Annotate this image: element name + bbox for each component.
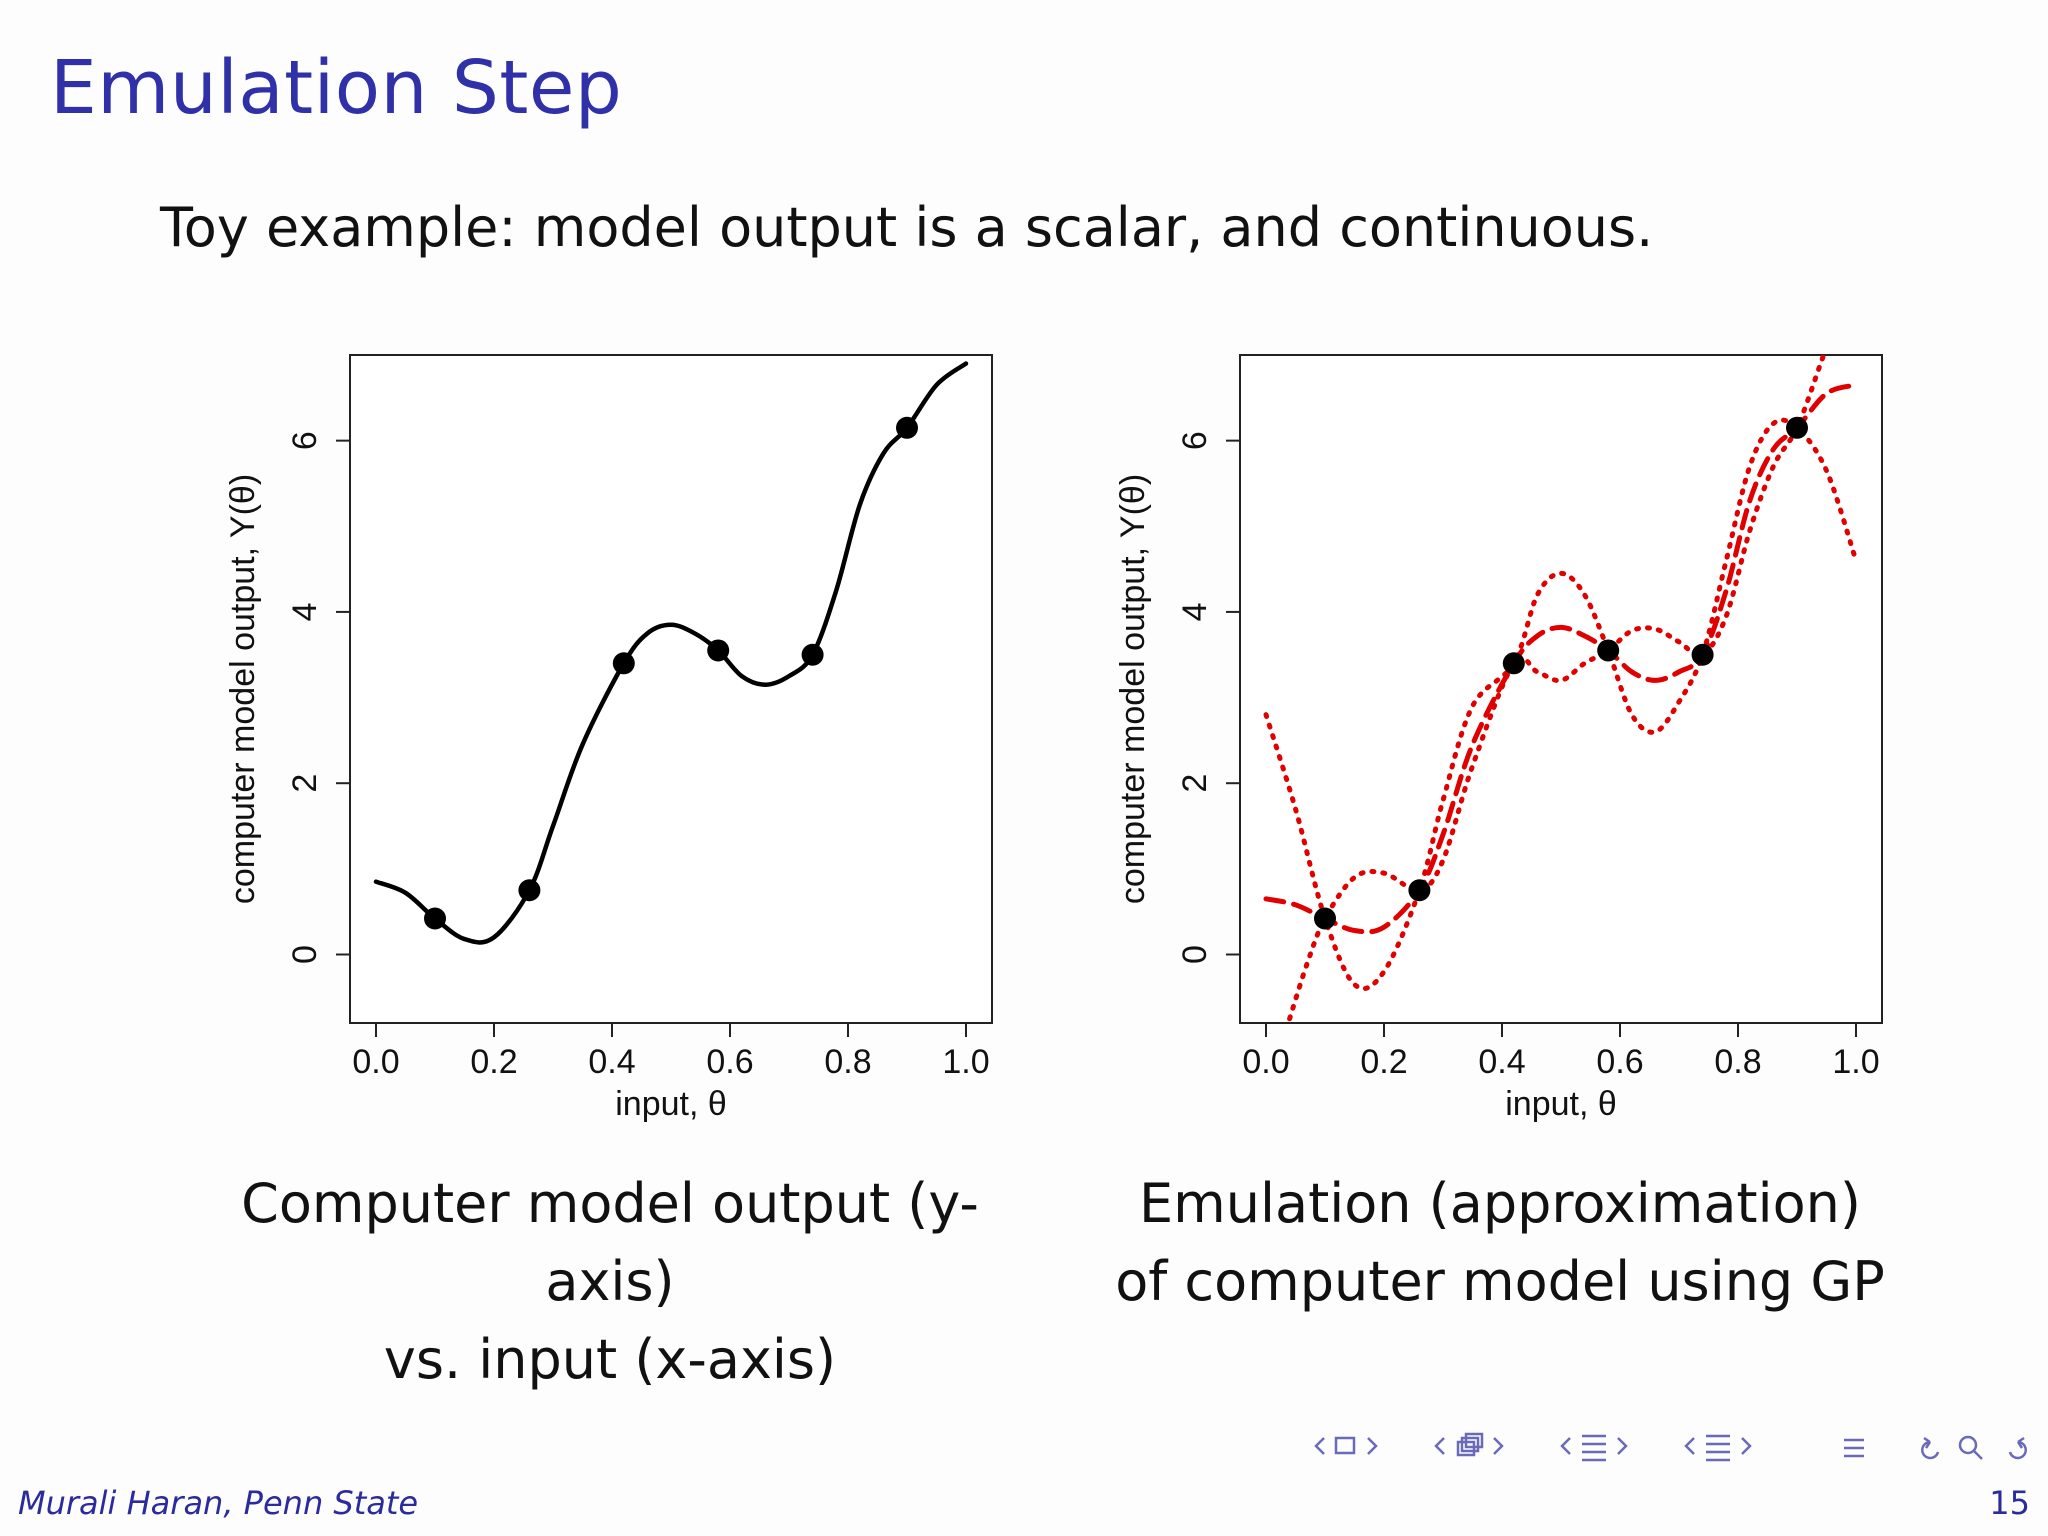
x-axis-label: input, θ bbox=[615, 1085, 727, 1123]
toc-icon[interactable] bbox=[1844, 1438, 1864, 1458]
data-point bbox=[1597, 639, 1620, 662]
y-tick-label: 6 bbox=[286, 431, 324, 450]
x-tick-label: 0.4 bbox=[588, 1043, 635, 1081]
slide-list-icon[interactable] bbox=[1706, 1434, 1730, 1462]
nav-left-arrow-icon[interactable] bbox=[1314, 1437, 1325, 1455]
x-tick-label: 0.2 bbox=[470, 1043, 517, 1081]
frame-icon[interactable] bbox=[1334, 1436, 1356, 1455]
series-group bbox=[1263, 355, 1859, 1022]
caption-right-line2: of computer model using GP bbox=[1115, 1250, 1885, 1313]
data-point bbox=[424, 907, 446, 930]
nav-left-arrow-icon[interactable] bbox=[1434, 1437, 1445, 1455]
slide-title: Emulation Step bbox=[50, 45, 623, 131]
y-axis-label: computer model output, Y(θ) bbox=[1114, 474, 1152, 904]
x-tick-label: 0.8 bbox=[824, 1043, 871, 1081]
search-icon[interactable] bbox=[1958, 1435, 1983, 1460]
nav-right-arrow-icon[interactable] bbox=[1493, 1437, 1504, 1455]
y-axis-label: computer model output, Y(θ) bbox=[224, 474, 262, 904]
data-point bbox=[896, 416, 918, 439]
series-line-2 bbox=[1263, 417, 1859, 991]
data-point bbox=[1502, 652, 1525, 675]
x-tick-label: 0.8 bbox=[1714, 1043, 1761, 1081]
nav-right-arrow-icon[interactable] bbox=[1741, 1437, 1752, 1455]
footer-author: Murali Haran, Penn State bbox=[18, 1484, 419, 1522]
chart-svg: 0.0 0.2 0.4 0.6 0.8 1.0 0 2 4 6 input, θ computer m… bbox=[224, 354, 993, 1123]
data-point bbox=[707, 639, 730, 662]
y-tick-label: 0 bbox=[286, 945, 324, 964]
data-point bbox=[1408, 879, 1431, 902]
nav-left-arrow-icon[interactable] bbox=[1684, 1437, 1695, 1455]
x-tick-label: 0.6 bbox=[706, 1043, 753, 1081]
data-point bbox=[1314, 907, 1336, 930]
plot-frame bbox=[349, 354, 993, 1024]
series-line-1 bbox=[373, 361, 969, 945]
y-tick-label: 4 bbox=[286, 602, 324, 621]
data-point bbox=[1786, 416, 1808, 439]
y-tick-label: 2 bbox=[1176, 774, 1214, 793]
caption-left-line1: Computer model output (y-axis) bbox=[241, 1172, 979, 1313]
y-tick-label: 4 bbox=[1176, 602, 1214, 621]
data-point bbox=[1691, 643, 1714, 666]
x-tick-label: 0.2 bbox=[1360, 1043, 1407, 1081]
x-tick-label: 0.6 bbox=[1596, 1043, 1643, 1081]
nav-left-arrow-icon[interactable] bbox=[1560, 1437, 1571, 1455]
series-line-1 bbox=[1263, 382, 1859, 935]
page-number: 15 bbox=[1989, 1484, 2030, 1522]
series-line-3 bbox=[1287, 355, 1827, 1022]
data-point bbox=[612, 652, 635, 675]
undo-icon[interactable] bbox=[1921, 1436, 1940, 1460]
y-tick-label: 6 bbox=[1176, 431, 1214, 450]
caption-right: Emulation (approximation) of computer mo… bbox=[1070, 1165, 1930, 1321]
nav-right-arrow-icon[interactable] bbox=[1617, 1437, 1628, 1455]
chart-svg: 0.0 0.2 0.4 0.6 0.8 1.0 0 2 4 6 input, θ computer m… bbox=[1114, 354, 1883, 1123]
series-group bbox=[373, 361, 969, 945]
data-point bbox=[801, 643, 824, 666]
model-output-chart: 0.0 0.2 0.4 0.6 0.8 1.0 0 2 4 6 input, θ computer m… bbox=[200, 340, 1060, 1160]
subsection-icon[interactable] bbox=[1456, 1432, 1484, 1457]
beamer-navigation-bar bbox=[1312, 1424, 2038, 1468]
redo-icon[interactable] bbox=[2008, 1436, 2027, 1460]
x-tick-label: 1.0 bbox=[942, 1043, 989, 1081]
x-tick-label: 0.0 bbox=[352, 1043, 399, 1081]
caption-left: Computer model output (y-axis) vs. input… bbox=[180, 1165, 1040, 1399]
caption-right-line1: Emulation (approximation) bbox=[1139, 1172, 1861, 1235]
x-tick-label: 1.0 bbox=[1832, 1043, 1879, 1081]
emulation-chart: 0.0 0.2 0.4 0.6 0.8 1.0 0 2 4 6 input, θ computer m… bbox=[1090, 340, 1950, 1160]
nav-right-arrow-icon[interactable] bbox=[1367, 1437, 1378, 1455]
section-icon[interactable] bbox=[1582, 1434, 1606, 1462]
data-point bbox=[518, 879, 541, 902]
x-tick-label: 0.4 bbox=[1478, 1043, 1525, 1081]
slide-subtitle: Toy example: model output is a scalar, a… bbox=[160, 196, 1654, 259]
x-tick-label: 0.0 bbox=[1242, 1043, 1289, 1081]
caption-left-line2: vs. input (x-axis) bbox=[383, 1328, 837, 1391]
navigation-icons bbox=[1314, 1432, 2027, 1462]
x-axis-label: input, θ bbox=[1505, 1085, 1617, 1123]
y-tick-label: 0 bbox=[1176, 945, 1214, 964]
y-tick-label: 2 bbox=[286, 774, 324, 793]
